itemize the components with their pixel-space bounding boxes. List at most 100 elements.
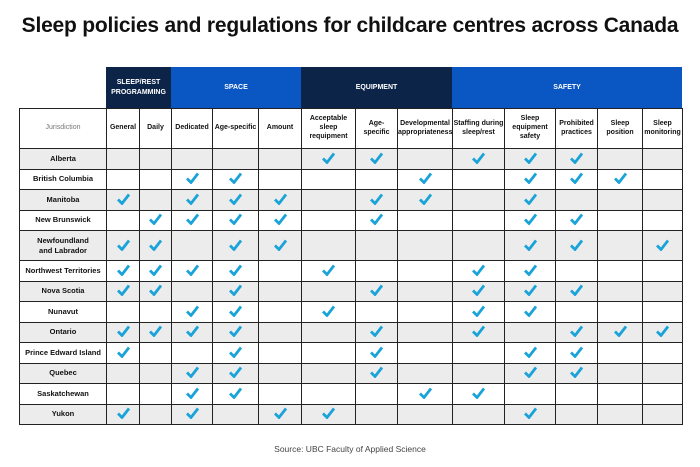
table-cell bbox=[452, 209, 505, 231]
table-cell bbox=[139, 189, 172, 211]
table-cell bbox=[106, 301, 140, 323]
checkmark-icon bbox=[418, 172, 432, 185]
category-header-band: SLEEP/REST PROGRAMMING SPACE EQUIPMENT SAFE… bbox=[106, 67, 682, 108]
jurisdiction-name: Alberta bbox=[19, 148, 107, 170]
table-cell bbox=[171, 209, 213, 231]
table-row: Saskatchewan bbox=[19, 383, 683, 405]
table-cell bbox=[355, 321, 398, 343]
table-cell bbox=[139, 342, 172, 364]
table-cell bbox=[597, 260, 643, 282]
column-header: General bbox=[106, 108, 140, 149]
table-cell bbox=[301, 148, 356, 170]
checkmark-icon bbox=[523, 346, 537, 359]
checkmark-icon bbox=[185, 366, 199, 379]
table-cell bbox=[106, 342, 140, 364]
table-cell bbox=[642, 209, 683, 231]
checkmark-icon bbox=[116, 193, 130, 206]
table-cell bbox=[597, 168, 643, 190]
column-header: Developmental appropriateness bbox=[397, 108, 453, 149]
checkmark-icon bbox=[570, 239, 584, 252]
table-cell bbox=[212, 362, 259, 384]
table-cell bbox=[504, 403, 556, 425]
table-cell bbox=[597, 148, 643, 170]
checkmark-icon bbox=[370, 284, 384, 297]
table-cell bbox=[597, 280, 643, 302]
table-cell bbox=[504, 321, 556, 343]
checkmark-icon bbox=[523, 407, 537, 420]
table-cell bbox=[504, 168, 556, 190]
table-cell bbox=[139, 301, 172, 323]
checkmark-icon bbox=[229, 239, 243, 252]
table-cell bbox=[397, 403, 453, 425]
table-cell bbox=[642, 260, 683, 282]
checkmark-icon bbox=[523, 172, 537, 185]
table-cell bbox=[258, 189, 302, 211]
table-cell bbox=[258, 403, 302, 425]
table-cell bbox=[504, 260, 556, 282]
checkmark-icon bbox=[472, 284, 486, 297]
table-cell bbox=[642, 189, 683, 211]
table-cell bbox=[555, 189, 598, 211]
table-cell bbox=[106, 362, 140, 384]
table-cell bbox=[642, 383, 683, 405]
checkmark-icon bbox=[273, 407, 287, 420]
checkmark-icon bbox=[185, 264, 199, 277]
jurisdiction-name: Quebec bbox=[19, 362, 107, 384]
table-cell bbox=[397, 148, 453, 170]
table-cell bbox=[355, 383, 398, 405]
table-cell bbox=[212, 383, 259, 405]
column-header: Daily bbox=[139, 108, 172, 149]
table-cell bbox=[555, 209, 598, 231]
column-header: Acceptable sleep requipment bbox=[301, 108, 356, 149]
checkmark-icon bbox=[370, 152, 384, 165]
table-cell bbox=[171, 342, 213, 364]
table-cell bbox=[106, 189, 140, 211]
table-cell bbox=[106, 230, 140, 261]
column-header: Sleep position bbox=[597, 108, 643, 149]
table-cell bbox=[597, 230, 643, 261]
table-cell bbox=[642, 321, 683, 343]
table-cell bbox=[452, 301, 505, 323]
table-cell bbox=[301, 209, 356, 231]
table-cell bbox=[258, 209, 302, 231]
checkmark-icon bbox=[116, 407, 130, 420]
checkmark-icon bbox=[523, 284, 537, 297]
table-cell bbox=[171, 230, 213, 261]
table-row: Yukon bbox=[19, 403, 683, 425]
table-cell bbox=[555, 260, 598, 282]
table-cell bbox=[452, 362, 505, 384]
jurisdiction-name: Nova Scotia bbox=[19, 280, 107, 302]
table-cell bbox=[504, 280, 556, 302]
table-cell bbox=[301, 301, 356, 323]
table-cell bbox=[301, 280, 356, 302]
table-cell bbox=[106, 383, 140, 405]
table-cell bbox=[171, 321, 213, 343]
table-cell bbox=[258, 301, 302, 323]
checkmark-icon bbox=[185, 305, 199, 318]
table-cell bbox=[301, 168, 356, 190]
table-row: Nunavut bbox=[19, 301, 683, 323]
checkmark-icon bbox=[322, 305, 336, 318]
table-cell bbox=[212, 230, 259, 261]
checkmark-icon bbox=[229, 284, 243, 297]
table-cell bbox=[452, 280, 505, 302]
table-cell bbox=[171, 362, 213, 384]
checkmark-icon bbox=[570, 284, 584, 297]
table-cell bbox=[555, 280, 598, 302]
table-row: Nova Scotia bbox=[19, 280, 683, 302]
checkmark-icon bbox=[229, 325, 243, 338]
table-cell bbox=[555, 342, 598, 364]
table-cell bbox=[258, 321, 302, 343]
table-cell bbox=[212, 168, 259, 190]
checkmark-icon bbox=[229, 346, 243, 359]
table-row: Prince Edward Island bbox=[19, 342, 683, 364]
table-cell bbox=[301, 260, 356, 282]
table-cell bbox=[212, 342, 259, 364]
checkmark-icon bbox=[322, 152, 336, 165]
table-cell bbox=[106, 321, 140, 343]
checkmark-icon bbox=[370, 325, 384, 338]
table-cell bbox=[555, 362, 598, 384]
jurisdiction-name: Nunavut bbox=[19, 301, 107, 323]
table-cell bbox=[171, 301, 213, 323]
group-header: SPACE bbox=[171, 67, 301, 108]
